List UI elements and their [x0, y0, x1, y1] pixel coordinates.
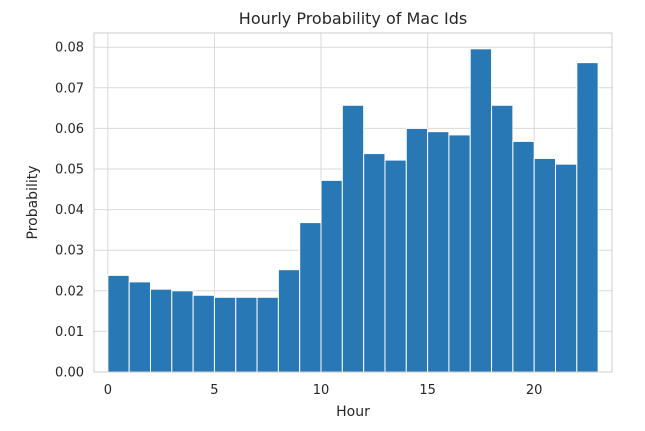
y-tick-label: 0.08	[55, 41, 84, 56]
plot-frame	[93, 32, 613, 373]
histogram-bar	[299, 222, 322, 373]
x-axis-label: Hour	[336, 404, 370, 420]
histogram-bar	[363, 153, 386, 373]
y-tick-label: 0.07	[55, 81, 84, 96]
x-tick-label: 5	[210, 383, 218, 398]
histogram-bar	[512, 140, 535, 373]
histogram-bar	[107, 274, 130, 373]
x-tick-labels: 0 5 10 15 20	[104, 383, 543, 398]
y-tick-label: 0.02	[55, 284, 84, 299]
y-tick-label: 0.01	[55, 325, 84, 340]
y-tick-labels: 0.00 0.01 0.02 0.03 0.04 0.05 0.06 0.07 0.08	[55, 41, 84, 381]
x-tick-label: 10	[313, 383, 330, 398]
histogram-bar	[491, 104, 514, 373]
histogram-bar	[448, 134, 471, 373]
y-tick-label: 0.00	[55, 366, 84, 381]
y-tick-label: 0.04	[55, 203, 84, 218]
y-tick-label: 0.03	[55, 244, 84, 259]
y-tick-label: 0.05	[55, 163, 84, 178]
histogram-bar	[320, 179, 343, 373]
x-tick-label: 0	[104, 383, 112, 398]
histogram-bar	[171, 290, 194, 373]
histogram-bar	[149, 288, 173, 373]
x-tick-label: 20	[526, 383, 543, 398]
histogram-bar	[405, 127, 429, 373]
chart-title: Hourly Probability of Mac Ids	[239, 9, 467, 28]
histogram-bar	[277, 269, 301, 373]
histogram-bar	[341, 104, 365, 373]
bars-layer	[107, 48, 599, 373]
y-axis-label: Probability	[25, 165, 41, 239]
histogram-bar	[235, 296, 258, 373]
y-tick-label: 0.06	[55, 122, 84, 137]
histogram-bar	[256, 296, 279, 373]
histogram-bar	[576, 62, 599, 373]
x-tick-label: 15	[419, 383, 436, 398]
histogram-bar	[555, 163, 578, 373]
histogram-bar	[213, 296, 237, 373]
histogram-bar	[427, 131, 450, 373]
histogram-bar	[384, 159, 407, 373]
histogram-bar	[192, 294, 215, 373]
histogram-bar	[128, 281, 151, 373]
histogram-bar	[469, 48, 493, 373]
histogram-bar	[533, 157, 557, 373]
